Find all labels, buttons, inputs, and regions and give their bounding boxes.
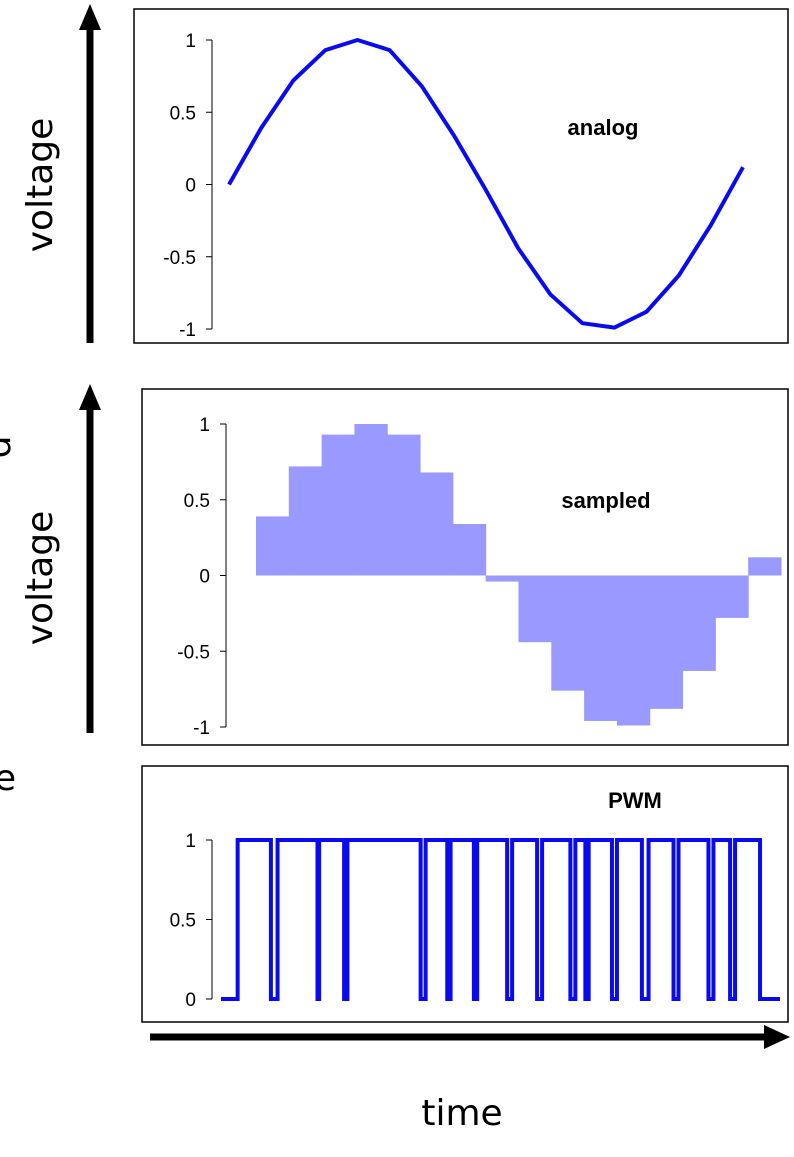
sampled-y-tick-label: 0.5 [184, 491, 210, 512]
sampled-y-tick-label: 1 [199, 415, 210, 436]
sampled-bar [387, 434, 421, 576]
pwm-y-tick-label: 1 [185, 831, 196, 852]
sampled-y-tick-label: -0.5 [177, 642, 210, 663]
sampled-y-tick-label: -1 [193, 718, 210, 739]
voltage-label-middle: voltage [20, 511, 61, 646]
pwm-y-tick-label: 0.5 [170, 911, 196, 932]
voltage-axis-arrow-top [79, 4, 101, 343]
sampled-bar [354, 424, 388, 576]
sampled-chart-title: sampled [561, 488, 650, 513]
time-label: time [421, 1093, 502, 1134]
pwm-y-tick-label: 0 [185, 990, 196, 1011]
sampled-bar [518, 575, 552, 643]
pwm-series-line [221, 838, 780, 1001]
time-axis-arrow [150, 1025, 790, 1049]
sampled-bar [649, 575, 684, 709]
analog-chart-title: analog [568, 115, 639, 140]
sampled-bar [584, 575, 618, 721]
voltage-axis-arrow-middle [79, 384, 101, 733]
sampled-bar [452, 523, 487, 576]
sampled-bar [715, 575, 749, 618]
sampled-bar [288, 466, 323, 576]
cut-off-letter-middle: d [0, 436, 19, 459]
sampled-bar [321, 434, 355, 576]
sampled-bar [682, 575, 716, 671]
pwm-chart-title: PWM [608, 788, 662, 813]
analog-panel-frame [133, 8, 789, 344]
pwm-panel-frame [141, 765, 789, 1023]
sampled-chart: 1 0.5 0 -0.5 -1 sampled [177, 415, 782, 739]
sampled-panel-frame [141, 388, 789, 746]
pwm-chart: 1 0.5 0 PWM [170, 788, 780, 1011]
analog-y-tick-label: 1 [185, 31, 196, 52]
analog-y-tick-label: -0.5 [163, 248, 196, 269]
sampled-bar [256, 516, 290, 576]
sampled-bar [748, 557, 782, 576]
analog-series-line [227, 38, 745, 330]
analog-y-tick-label: 0 [185, 176, 196, 197]
sampled-bar [485, 575, 519, 582]
sampled-y-tick-label: 0 [199, 567, 210, 588]
sampled-bar [551, 575, 585, 691]
analog-y-tick-label: -1 [179, 320, 196, 341]
sampled-bar [616, 575, 651, 726]
cut-off-letter-bottom: e [0, 758, 16, 799]
analog-chart: 1 0.5 0 -0.5 -1 analog [163, 31, 745, 341]
sampled-bar [420, 472, 454, 576]
analog-y-tick-label: 0.5 [170, 103, 196, 124]
voltage-label-top: voltage [20, 118, 61, 253]
